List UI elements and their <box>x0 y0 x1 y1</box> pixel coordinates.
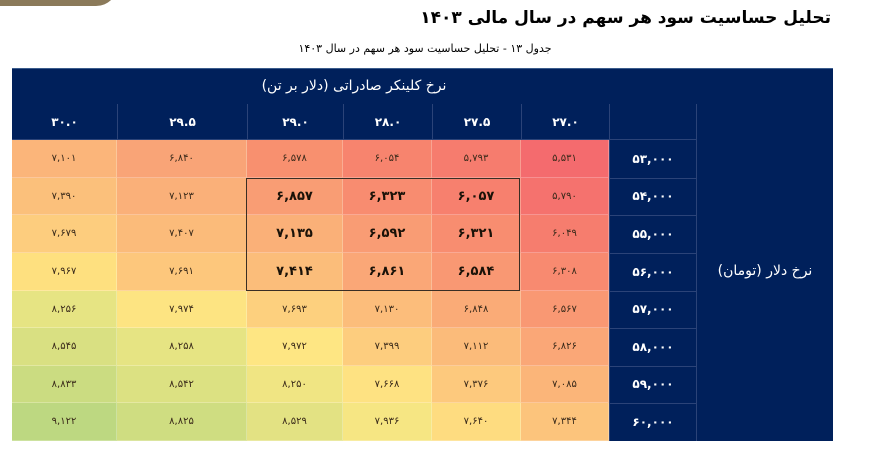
row-header: ۵۳,۰۰۰ <box>609 140 696 178</box>
table-cell: ۶,۰۴۹ <box>521 215 609 253</box>
header-decoration <box>0 0 118 6</box>
table-cell: ۶,۸۴۸ <box>432 291 521 328</box>
row-header: ۵۶,۰۰۰ <box>609 253 696 291</box>
table-cell: ۶,۵۷۸ <box>247 140 343 178</box>
row-header: ۵۴,۰۰۰ <box>609 178 696 215</box>
table-cell: ۸,۵۴۲ <box>117 366 247 403</box>
table-cell: ۷,۶۶۸ <box>343 366 432 403</box>
table-cell: ۷,۹۶۷ <box>12 253 117 291</box>
table-cell: ۸,۸۳۳ <box>12 366 117 403</box>
table-cell: ۶,۵۶۷ <box>521 291 609 328</box>
column-header: ۲۹.۵ <box>117 104 247 140</box>
column-header: ۲۸.۰ <box>343 104 432 140</box>
table-cell: ۷,۳۴۴ <box>521 403 609 441</box>
table-cell: ۸,۸۲۵ <box>117 403 247 441</box>
table-cell: ۸,۵۲۹ <box>247 403 343 441</box>
table-cell: ۵,۷۹۰ <box>521 178 609 215</box>
table-cell: ۸,۵۴۵ <box>12 328 117 366</box>
row-separator <box>609 403 696 404</box>
table-cell: ۶,۰۵۴ <box>343 140 432 178</box>
table-cell: ۶,۵۹۲ <box>343 215 432 253</box>
table-cell: ۶,۳۰۸ <box>521 253 609 291</box>
table-cell: ۷,۱۱۲ <box>432 328 521 366</box>
row-header: ۵۵,۰۰۰ <box>609 215 696 253</box>
table-cell: ۷,۱۳۵ <box>247 215 343 253</box>
row-header: ۶۰,۰۰۰ <box>609 403 696 441</box>
table-cell: ۷,۳۹۹ <box>343 328 432 366</box>
row-header: ۵۷,۰۰۰ <box>609 291 696 328</box>
table-cell: ۷,۳۹۰ <box>12 178 117 215</box>
table-cell: ۷,۳۷۶ <box>432 366 521 403</box>
row-group-title: نرخ دلار (تومان) <box>717 263 813 279</box>
table-cell: ۷,۶۷۹ <box>12 215 117 253</box>
table-cell: ۶,۸۶۱ <box>343 253 432 291</box>
column-header: ۲۹.۰ <box>247 104 343 140</box>
column-header: ۲۷.۵ <box>432 104 521 140</box>
row-separator <box>609 291 696 292</box>
table-cell: ۸,۲۵۸ <box>117 328 247 366</box>
table-cell: ۹,۱۲۲ <box>12 403 117 441</box>
page-title: تحلیل حساسیت سود هر سهم در سال مالی ۱۴۰۳ <box>420 8 831 28</box>
row-header: ۵۹,۰۰۰ <box>609 366 696 403</box>
table-cell: ۶,۳۲۳ <box>343 178 432 215</box>
table-cell: ۷,۹۷۲ <box>247 328 343 366</box>
row-header: ۵۸,۰۰۰ <box>609 328 696 366</box>
row-separator <box>609 253 696 254</box>
table-cell: ۶,۰۵۷ <box>432 178 521 215</box>
table-cell: ۶,۵۸۴ <box>432 253 521 291</box>
header-divider <box>12 139 696 140</box>
table-cell: ۷,۱۰۱ <box>12 140 117 178</box>
table-cell: ۷,۶۹۳ <box>247 291 343 328</box>
table-cell: ۷,۱۲۳ <box>117 178 247 215</box>
table-caption: جدول ۱۳ - تحلیل حساسیت سود هر سهم در سال… <box>298 42 552 55</box>
column-header: ۳۰.۰ <box>51 115 78 129</box>
table-cell: ۷,۱۳۰ <box>343 291 432 328</box>
table-cell: ۷,۴۱۴ <box>247 253 343 291</box>
side-divider <box>696 104 697 441</box>
table-cell: ۷,۹۳۶ <box>343 403 432 441</box>
sensitivity-table: نرخ کلینکر صادراتی (دلار بر تن) نرخ دلار… <box>12 69 833 441</box>
table-cell: ۵,۵۳۱ <box>521 140 609 178</box>
table-cell: ۷,۰۸۵ <box>521 366 609 403</box>
caption-rule <box>12 68 833 69</box>
row-separator <box>609 366 696 367</box>
column-header: ۲۷.۰ <box>521 104 609 140</box>
table-cell: ۶,۸۴۰ <box>117 140 247 178</box>
table-cell: ۷,۴۰۷ <box>117 215 247 253</box>
table-cell: ۶,۸۵۷ <box>247 178 343 215</box>
table-cell: ۵,۷۹۳ <box>432 140 521 178</box>
table-cell: ۸,۲۵۰ <box>247 366 343 403</box>
table-cell: ۷,۶۹۱ <box>117 253 247 291</box>
row-separator <box>609 178 696 179</box>
table-cell: ۷,۹۷۴ <box>117 291 247 328</box>
table-cell: ۶,۸۲۶ <box>521 328 609 366</box>
table-cell: ۸,۲۵۶ <box>12 291 117 328</box>
table-cell: ۷,۶۴۰ <box>432 403 521 441</box>
row-separator <box>609 215 696 216</box>
column-header-empty <box>609 104 696 140</box>
column-group-title: نرخ کلینکر صادراتی (دلار بر تن) <box>261 78 447 94</box>
table-cell: ۶,۳۲۱ <box>432 215 521 253</box>
row-separator <box>609 328 696 329</box>
